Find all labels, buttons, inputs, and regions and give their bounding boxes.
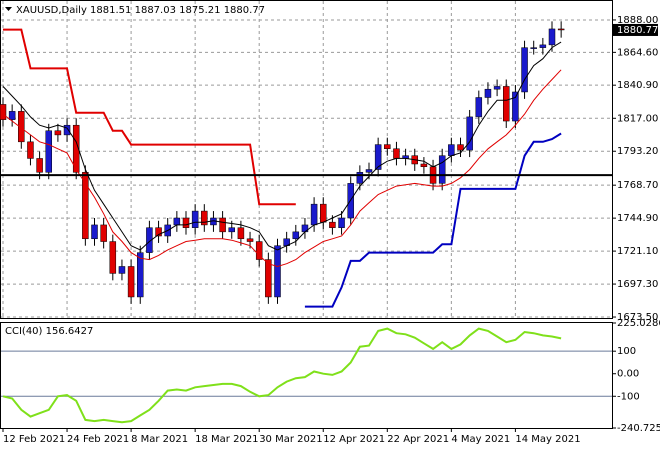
- candle-body: [393, 148, 400, 159]
- candle-body: [72, 124, 80, 173]
- high-value: 1887.03: [135, 5, 176, 16]
- candle-body: [127, 266, 135, 298]
- candle-body: [237, 227, 245, 240]
- candle-body: [338, 217, 345, 228]
- candle-body: [255, 241, 263, 260]
- candle-body: [374, 144, 382, 170]
- candle-body: [292, 231, 300, 240]
- series-line: [304, 132, 562, 308]
- y-tick-label: -100: [617, 391, 640, 402]
- candle-body: [493, 86, 501, 90]
- x-tick-label: 4 May 2021: [451, 434, 510, 445]
- candle-body: [384, 144, 391, 150]
- candle-body: [219, 217, 226, 233]
- main-frame: [0, 0, 613, 319]
- x-tick-label: 14 May 2021: [515, 434, 580, 445]
- candle-body: [484, 88, 492, 98]
- candle-body: [8, 111, 16, 120]
- y-tick-label: 1840.90: [617, 80, 658, 91]
- price-marker: [613, 23, 658, 36]
- candle-body: [91, 224, 98, 240]
- y-tick-label: 1793.20: [617, 146, 658, 157]
- series-line: [2, 41, 562, 251]
- candle-body: [457, 144, 464, 151]
- y-tick-label: 1697.30: [617, 279, 658, 290]
- chart-header: XAUUSD,Daily 1881.51 1887.03 1875.21 188…: [16, 5, 265, 16]
- candle-body: [466, 116, 473, 151]
- candle-body: [438, 155, 446, 184]
- candle-body: [329, 221, 336, 228]
- candle-body: [63, 124, 71, 136]
- candle-body: [274, 245, 281, 298]
- candle-body: [45, 130, 52, 173]
- candle-body: [146, 227, 153, 253]
- candle-body: [137, 252, 144, 298]
- x-tick-label: 18 Mar 2021: [195, 434, 258, 445]
- candle-body: [530, 47, 537, 49]
- menu-arrow: [5, 7, 12, 11]
- candle-body: [173, 217, 181, 226]
- candle-body: [54, 130, 62, 136]
- series-line: [2, 69, 562, 268]
- x-tick-label: 30 Mar 2021: [259, 434, 322, 445]
- candle-body: [539, 44, 547, 48]
- cci-title: CCI(40): [5, 326, 43, 337]
- candle-body: [475, 97, 483, 118]
- candle-body: [503, 86, 510, 122]
- candle-body: [521, 47, 528, 93]
- candle-body: [191, 210, 199, 228]
- y-tick-label: 1768.70: [617, 180, 658, 191]
- candle-body: [228, 227, 235, 233]
- candle-body: [18, 111, 25, 143]
- candle-body: [36, 158, 43, 173]
- y-tick-label: 1721.10: [617, 246, 658, 257]
- candle-body: [557, 28, 565, 31]
- y-tick-label: 1864.60: [617, 47, 658, 58]
- candle-body: [310, 203, 318, 226]
- y-tick-label: 1673.50: [617, 312, 658, 323]
- y-tick-label: 100: [617, 346, 636, 357]
- candle-body: [320, 203, 327, 223]
- candle-body: [448, 144, 455, 156]
- candle-body: [548, 28, 556, 46]
- candle-body: [100, 224, 107, 242]
- y-tick-label: 1817.00: [617, 113, 658, 124]
- open-value: 1881.51: [90, 5, 131, 16]
- chart-title: XAUUSD,Daily: [16, 5, 87, 16]
- candle-body: [155, 227, 162, 237]
- y-tick-label: 225.0286: [617, 318, 660, 329]
- candle-body: [182, 217, 190, 228]
- cci-frame: [0, 322, 613, 429]
- candle-body: [365, 169, 373, 173]
- candle-body: [265, 259, 272, 298]
- y-tick-label: -240.7255: [617, 423, 660, 434]
- candle-body: [27, 141, 34, 159]
- close-value: 1880.77: [224, 5, 265, 16]
- y-tick-label: 0.00: [617, 369, 639, 380]
- candle-body: [512, 91, 519, 122]
- x-tick-label: 22 Apr 2021: [387, 434, 449, 445]
- candle-body: [246, 238, 254, 242]
- y-tick-label: 1888.00: [617, 15, 658, 26]
- x-tick-label: 8 Mar 2021: [131, 434, 188, 445]
- cci-header: CCI(40) 156.6427: [5, 326, 93, 337]
- candle-body: [82, 172, 89, 240]
- x-tick-label: 12 Apr 2021: [323, 434, 385, 445]
- candle-body: [356, 172, 364, 184]
- price-marker-label: 1880.77: [617, 25, 658, 36]
- low-value: 1875.21: [179, 5, 220, 16]
- candle-body: [118, 266, 126, 274]
- x-tick-label: 12 Feb 2021: [3, 434, 65, 445]
- candle-body: [109, 241, 117, 274]
- x-tick-label: 24 Feb 2021: [67, 434, 129, 445]
- cci-value: 156.6427: [46, 326, 94, 337]
- series-line: [3, 28, 296, 206]
- candle-body: [201, 210, 208, 226]
- series-line: [2, 327, 562, 424]
- y-tick-label: 1744.90: [617, 213, 658, 224]
- candle-body: [0, 104, 7, 120]
- candle-body: [420, 163, 428, 168]
